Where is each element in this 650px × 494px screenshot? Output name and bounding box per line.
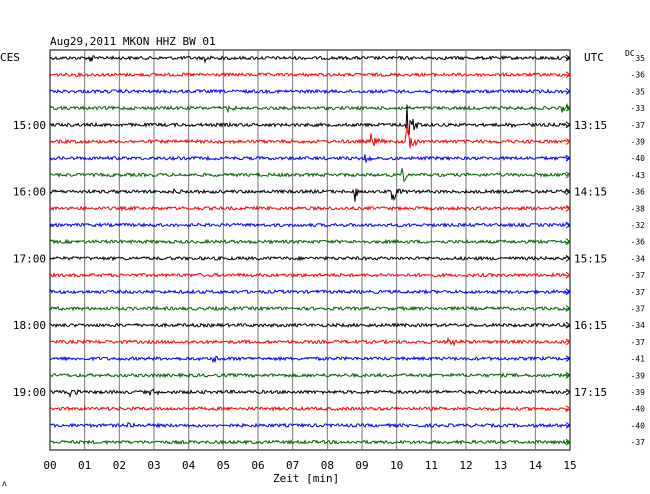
left-time-labels: 15:00 16:00 17:00 18:00 19:00 [13,119,46,399]
dc-value: -32 [631,221,646,230]
trace-line [50,307,570,310]
left-time-label: 16:00 [13,186,46,199]
trace-line [50,423,570,427]
trace-line [50,257,570,260]
left-time-label: 17:00 [13,252,46,265]
dc-value: -39 [631,371,646,380]
trace-line [50,389,570,396]
left-time-label: 15:00 [13,119,46,132]
x-tick-label: 06 [251,459,264,472]
left-time-label: 19:00 [13,386,46,399]
trace-line [50,324,570,327]
dc-value: -34 [631,254,646,263]
x-tick-label: 10 [390,459,403,472]
dc-value: -36 [631,238,646,247]
x-tick-label: 01 [78,459,91,472]
trace-line [50,290,570,293]
trace-line [50,124,570,149]
x-tick-label: 15 [563,459,576,472]
right-time-label: 17:15 [574,386,607,399]
left-axis-label: CES [0,51,20,64]
trace-line [50,407,570,410]
dc-value: -41 [631,355,646,364]
trace-line [50,90,570,93]
dc-value: -35 [631,87,646,96]
dc-value: -37 [631,288,646,297]
right-axis-label: UTC [584,51,604,64]
dc-value: -36 [631,188,646,197]
x-tick-label: 03 [147,459,160,472]
trace-line [50,374,570,377]
trace-arrow [566,239,570,245]
trace-line [50,73,570,76]
dc-value: -38 [631,204,646,213]
dc-value: -37 [631,271,646,280]
dc-value: -40 [631,154,646,163]
x-tick-label: 00 [43,459,56,472]
x-tick-label: 13 [494,459,507,472]
trace-line [50,356,570,362]
dc-value: -37 [631,121,646,130]
dc-value: -39 [631,138,646,147]
trace-line [50,223,570,226]
trace-line [50,105,570,113]
chart-title: Aug29,2011 MKON HHZ BW 01 [50,35,216,48]
dc-value: -37 [631,305,646,314]
corner-mark: ʌ [2,479,7,488]
trace-line [50,168,570,181]
right-time-label: 14:15 [574,186,607,199]
right-time-label: 13:15 [574,119,607,132]
x-tick-label: 12 [459,459,472,472]
trace-line [50,154,570,162]
x-tick-label: 04 [182,459,196,472]
dc-value: -39 [631,388,646,397]
trace-arrow [566,389,570,395]
dc-value: -33 [631,104,646,113]
x-tick-label: 11 [425,459,438,472]
trace-group [50,55,570,445]
right-time-label: 15:15 [574,252,607,265]
x-tick-label: 05 [217,459,230,472]
trace-arrow [566,339,570,345]
trace-arrow [566,255,570,261]
x-tick-label: 14 [529,459,543,472]
x-tick-label: 09 [355,459,368,472]
trace-line [50,274,570,277]
trace-line [50,240,570,243]
x-tick-label: 02 [113,459,126,472]
trace-arrow [566,322,570,328]
dc-value: -36 [631,71,646,80]
dc-value: -37 [631,338,646,347]
dc-value: 35 [635,54,645,63]
left-time-label: 18:00 [13,319,46,332]
dc-value: -40 [631,405,646,414]
x-tick-label: 08 [321,459,334,472]
dc-values: 35 -36 -35 -33 -37 -39 -40 -43 -36 -38 -32 -36 -34 -3… [631,54,646,447]
x-tick-labels: 00 01 02 03 04 05 06 07 08 09 10 11 12 13 14 15 [43,459,576,472]
trace-line [50,441,570,444]
trace-line [50,189,570,202]
dc-value: -34 [631,321,646,330]
right-time-label: 16:15 [574,319,607,332]
x-axis-label: Zeit [min] [273,472,339,485]
trace-line [50,339,570,345]
dc-value: -40 [631,421,646,430]
dc-value: -43 [631,171,646,180]
right-time-labels: 13:15 14:15 15:15 16:15 17:15 [574,119,607,399]
trace-line [50,207,570,210]
dc-value: -37 [631,438,646,447]
dc-label: DC [625,49,635,58]
x-tick-label: 07 [286,459,299,472]
trace-line [50,56,570,62]
